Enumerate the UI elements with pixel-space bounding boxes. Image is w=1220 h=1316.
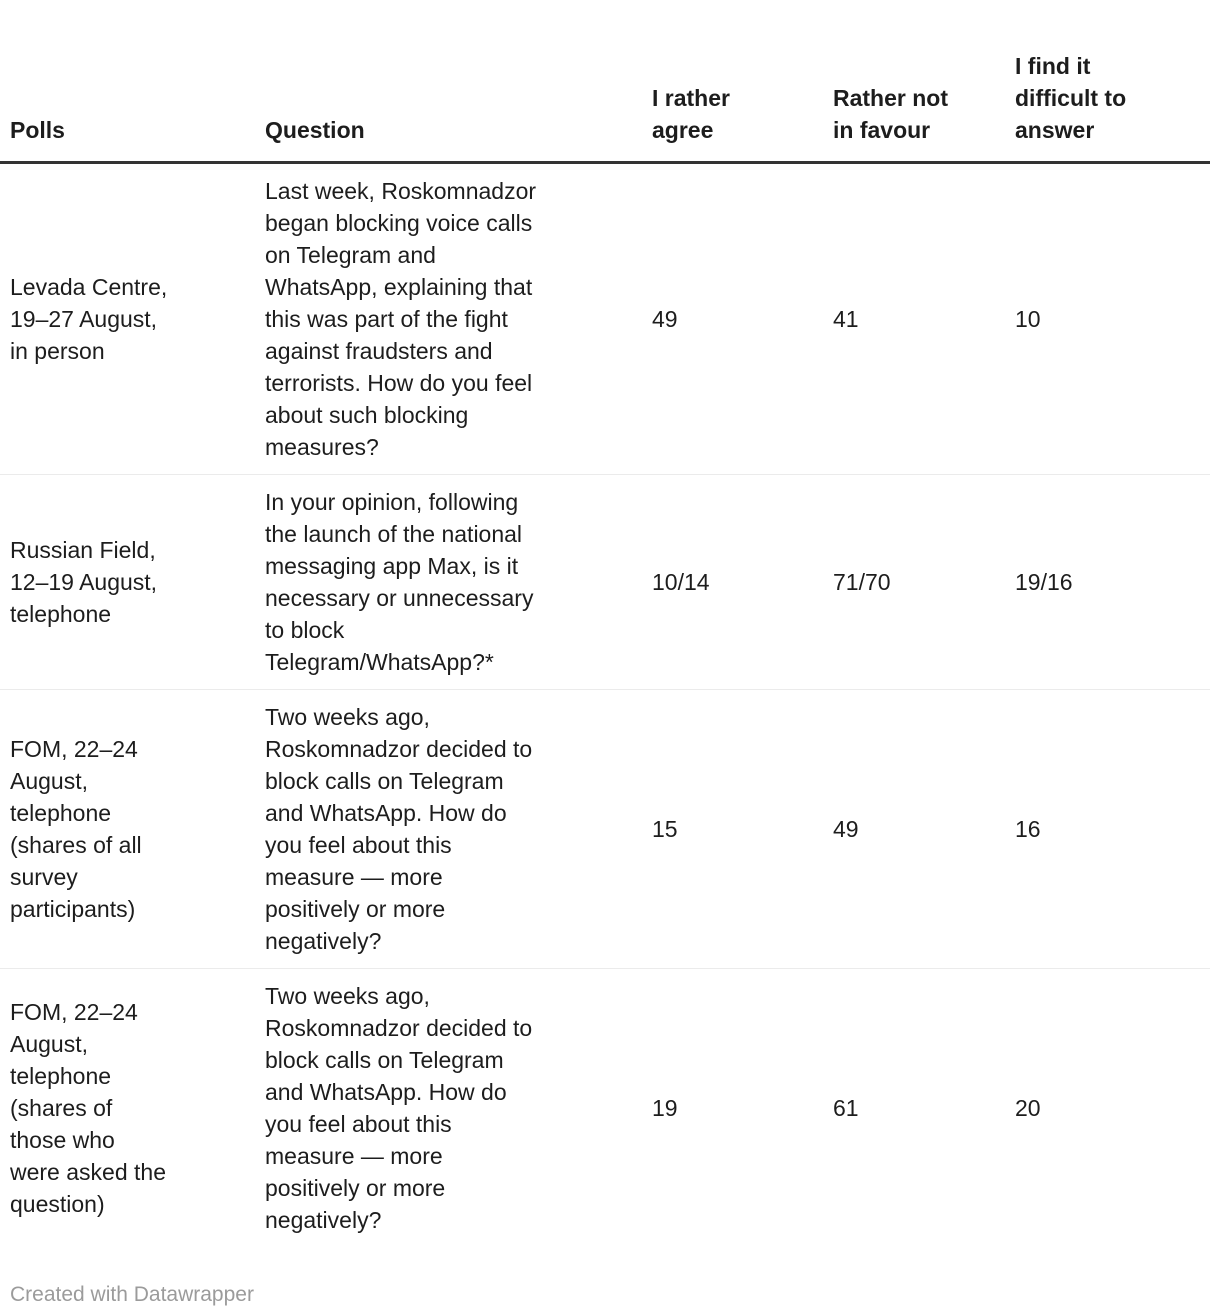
column-header-question: Question [265, 0, 652, 164]
cell-question: In your opinion, following the launch of… [265, 474, 652, 690]
cell-polls: FOM, 22–24 August, telephone (shares of … [10, 999, 166, 1217]
cell-difficult-to-answer: 16 [1015, 689, 1210, 969]
cell-difficult-to-answer: 19/16 [1015, 474, 1210, 690]
column-header-i-rather-agree: I rather agree [652, 0, 833, 164]
table-header: Polls Question I rather agree Rather not… [0, 0, 1210, 164]
column-header-difficult-to-answer: I find it difficult to answer [1015, 0, 1210, 164]
table-row: Russian Field, 12–19 August, telephone I… [0, 474, 1210, 690]
cell-rather-not-in-favour: 49 [833, 689, 1015, 969]
table-row: FOM, 22–24 August, telephone (shares of … [0, 689, 1210, 969]
polls-table: Polls Question I rather agree Rather not… [0, 0, 1210, 1248]
cell-rather-not-in-favour: 41 [833, 162, 1015, 475]
cell-i-rather-agree: 10/14 [652, 474, 833, 690]
cell-polls: FOM, 22–24 August, telephone (shares of … [0, 689, 265, 969]
cell-question: Last week, Roskomnadzor began blocking v… [265, 162, 652, 475]
cell-rather-not-in-favour: 61 [833, 1095, 859, 1121]
cell-polls: Levada Centre, 19–27 August, in person [0, 162, 265, 475]
cell-polls: Russian Field, 12–19 August, telephone [0, 474, 265, 690]
cell-question: Two weeks ago, Roskomnadzor decided to b… [265, 689, 652, 969]
cell-i-rather-agree: 15 [652, 689, 833, 969]
header-row: Polls Question I rather agree Rather not… [0, 0, 1210, 164]
table-row: FOM, 22–24 August, telephone (shares of … [0, 969, 1210, 1248]
datawrapper-credit-link[interactable]: Created with Datawrapper [10, 1283, 254, 1306]
cell-difficult-to-answer: 20 [1015, 1095, 1041, 1121]
cell-difficult-to-answer: 10 [1015, 162, 1210, 475]
table-body: Levada Centre, 19–27 August, in person L… [0, 162, 1210, 1248]
cell-i-rather-agree: 19 [652, 1095, 678, 1121]
column-header-polls: Polls [0, 0, 265, 164]
cell-rather-not-in-favour: 71/70 [833, 474, 1015, 690]
column-header-rather-not-in-favour: Rather not in favour [833, 0, 1015, 164]
cell-question: Two weeks ago, Roskomnadzor decided to b… [265, 983, 533, 1233]
cell-i-rather-agree: 49 [652, 162, 833, 475]
table-row: Levada Centre, 19–27 August, in person L… [0, 162, 1210, 475]
